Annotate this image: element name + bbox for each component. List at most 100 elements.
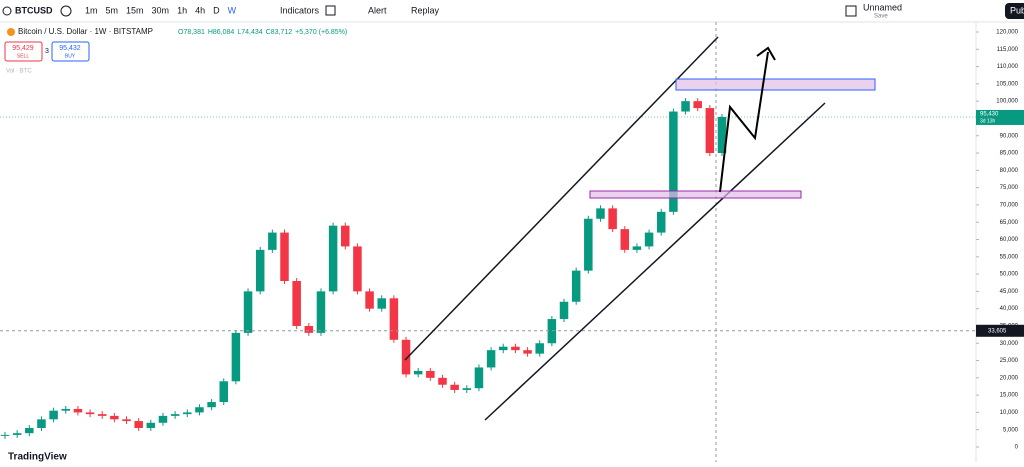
interval[interactable]: 5m <box>106 5 119 15</box>
ohlc-value: C83,712 <box>266 29 293 36</box>
y-tick-label: 75,000 <box>1000 185 1019 191</box>
candle-body <box>535 343 544 354</box>
candle-body <box>268 232 277 250</box>
candle-body <box>85 412 95 415</box>
buy-price[interactable]: 95,432 <box>59 45 81 52</box>
layout-status: Save <box>874 14 888 20</box>
last-price-tag <box>976 109 1024 125</box>
layout-icon[interactable] <box>845 5 857 17</box>
interval[interactable]: W <box>228 5 237 15</box>
symbol[interactable]: BTCUSD <box>15 5 53 15</box>
candle-body <box>608 208 617 230</box>
sell-label[interactable]: SELL <box>17 53 29 59</box>
candle-body <box>255 249 265 292</box>
interval[interactable]: 30m <box>152 5 170 15</box>
y-tick-label: 70,000 <box>1000 202 1019 208</box>
replay-button[interactable]: Replay <box>411 5 440 15</box>
candle-body <box>632 246 642 250</box>
candle-body <box>207 402 216 408</box>
publish-button[interactable] <box>1005 3 1024 19</box>
candle-body <box>183 412 192 415</box>
candle-body <box>61 408 71 411</box>
candle-body <box>231 332 241 382</box>
ohlc-value: L74,434 <box>237 29 262 36</box>
candle-body <box>486 350 496 368</box>
y-tick-label: 45,000 <box>1000 289 1019 295</box>
add-symbol[interactable] <box>60 5 72 17</box>
candle-body <box>462 388 472 390</box>
y-tick-label: 90,000 <box>1000 133 1019 139</box>
candle-body <box>571 270 581 302</box>
buy-label[interactable]: BUY <box>65 53 76 59</box>
crosshair-tag <box>976 324 1024 337</box>
candle-body <box>717 116 727 154</box>
candle-body <box>401 339 411 375</box>
last-price-label: 95,430 <box>980 112 999 118</box>
candle-body <box>547 319 557 344</box>
candle-body <box>499 346 508 351</box>
candle-body <box>656 211 666 233</box>
price-chart: 120,000115,000110,000105,000100,00095,00… <box>0 22 1024 462</box>
ohlc-value: H86,084 <box>208 29 235 36</box>
interval[interactable]: 1h <box>177 5 187 15</box>
candle-body <box>134 421 143 428</box>
brand-logo[interactable]: TradingView <box>8 452 67 463</box>
y-tick-label: 25,000 <box>1000 358 1019 364</box>
countdown: 3d 13h <box>980 118 996 124</box>
alert-button[interactable]: Alert <box>368 5 387 15</box>
y-tick-label: 80,000 <box>1000 168 1019 174</box>
crosshair-label: 33,605 <box>988 328 1007 334</box>
candle-body <box>511 346 520 351</box>
candle-body <box>243 291 253 333</box>
y-tick-label: 50,000 <box>1000 272 1019 278</box>
y-tick-label: 105,000 <box>996 81 1018 87</box>
layout-name[interactable]: Unnamed <box>863 2 902 12</box>
candle-body <box>316 291 326 333</box>
candle-body <box>195 407 204 413</box>
candle-body <box>12 433 22 435</box>
y-tick-label: 65,000 <box>1000 220 1019 226</box>
interval[interactable]: D <box>213 5 220 15</box>
candle-body <box>620 229 630 250</box>
candle-body <box>644 232 654 247</box>
candle-body <box>0 434 10 436</box>
templates-icon[interactable] <box>325 5 336 16</box>
toolbar <box>0 0 1024 22</box>
candle-body <box>49 410 58 420</box>
candle-body <box>450 384 459 390</box>
candle-body <box>328 225 338 292</box>
candle-body <box>377 298 386 309</box>
candle-body <box>219 381 228 403</box>
candle-body <box>705 108 715 154</box>
sell-button[interactable] <box>4 41 43 62</box>
y-tick-label: 85,000 <box>1000 151 1019 157</box>
y-tick-label: 55,000 <box>1000 254 1019 260</box>
y-tick-label: 10,000 <box>1000 410 1019 416</box>
interval[interactable]: 1m <box>85 5 98 15</box>
candle-body <box>170 414 180 416</box>
candle-body <box>584 218 593 271</box>
publish-label[interactable]: Pub <box>1010 5 1024 15</box>
search-icon[interactable] <box>2 6 12 16</box>
candle-body <box>413 370 423 375</box>
candle-body <box>523 350 532 354</box>
candle-body <box>304 325 314 333</box>
candle-body <box>474 367 484 389</box>
spread: 3 <box>45 48 49 55</box>
sell-price[interactable]: 95,429 <box>12 45 34 52</box>
indicators-button[interactable]: Indicators <box>280 5 320 15</box>
candle-body <box>693 101 702 109</box>
ohlc-value: O78,381 <box>178 29 205 36</box>
y-tick-label: 115,000 <box>997 47 1019 53</box>
candle-body <box>669 111 678 212</box>
buy-button[interactable] <box>51 41 90 62</box>
y-tick-label: 5,000 <box>1003 427 1019 433</box>
interval[interactable]: 15m <box>126 5 144 15</box>
candle-body <box>292 281 301 326</box>
interval[interactable]: 4h <box>195 5 205 15</box>
candle-body <box>110 415 119 420</box>
y-tick-label: 0 <box>1015 445 1019 451</box>
drawings <box>404 22 876 462</box>
candle-body <box>158 415 168 423</box>
y-tick-label: 15,000 <box>1000 393 1019 399</box>
